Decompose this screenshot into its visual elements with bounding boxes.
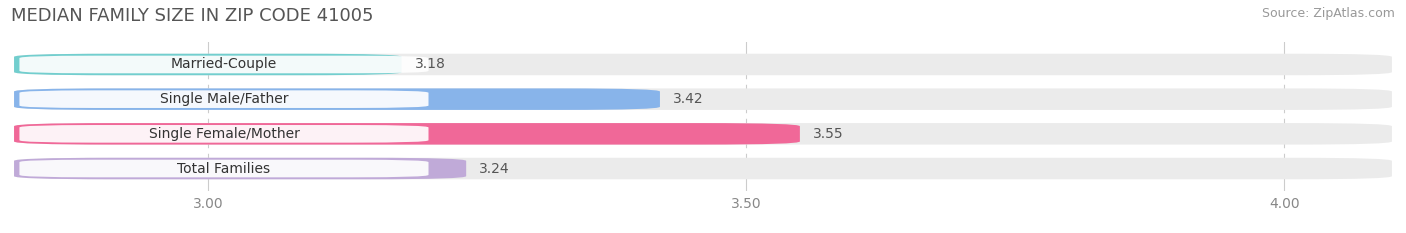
FancyBboxPatch shape [20,90,429,108]
Text: Single Female/Mother: Single Female/Mother [149,127,299,141]
FancyBboxPatch shape [14,54,402,75]
Text: Total Families: Total Families [177,161,270,175]
FancyBboxPatch shape [14,123,1392,145]
FancyBboxPatch shape [14,158,467,179]
Text: 3.55: 3.55 [813,127,844,141]
FancyBboxPatch shape [14,54,1392,75]
Text: 3.18: 3.18 [415,58,446,72]
Text: Married-Couple: Married-Couple [172,58,277,72]
Text: Source: ZipAtlas.com: Source: ZipAtlas.com [1261,7,1395,20]
FancyBboxPatch shape [20,125,429,143]
FancyBboxPatch shape [14,158,1392,179]
FancyBboxPatch shape [14,123,800,145]
FancyBboxPatch shape [20,160,429,177]
FancyBboxPatch shape [20,56,429,73]
Text: Single Male/Father: Single Male/Father [160,92,288,106]
Text: MEDIAN FAMILY SIZE IN ZIP CODE 41005: MEDIAN FAMILY SIZE IN ZIP CODE 41005 [11,7,374,25]
FancyBboxPatch shape [14,88,659,110]
FancyBboxPatch shape [14,88,1392,110]
Text: 3.42: 3.42 [673,92,703,106]
Text: 3.24: 3.24 [479,161,510,175]
